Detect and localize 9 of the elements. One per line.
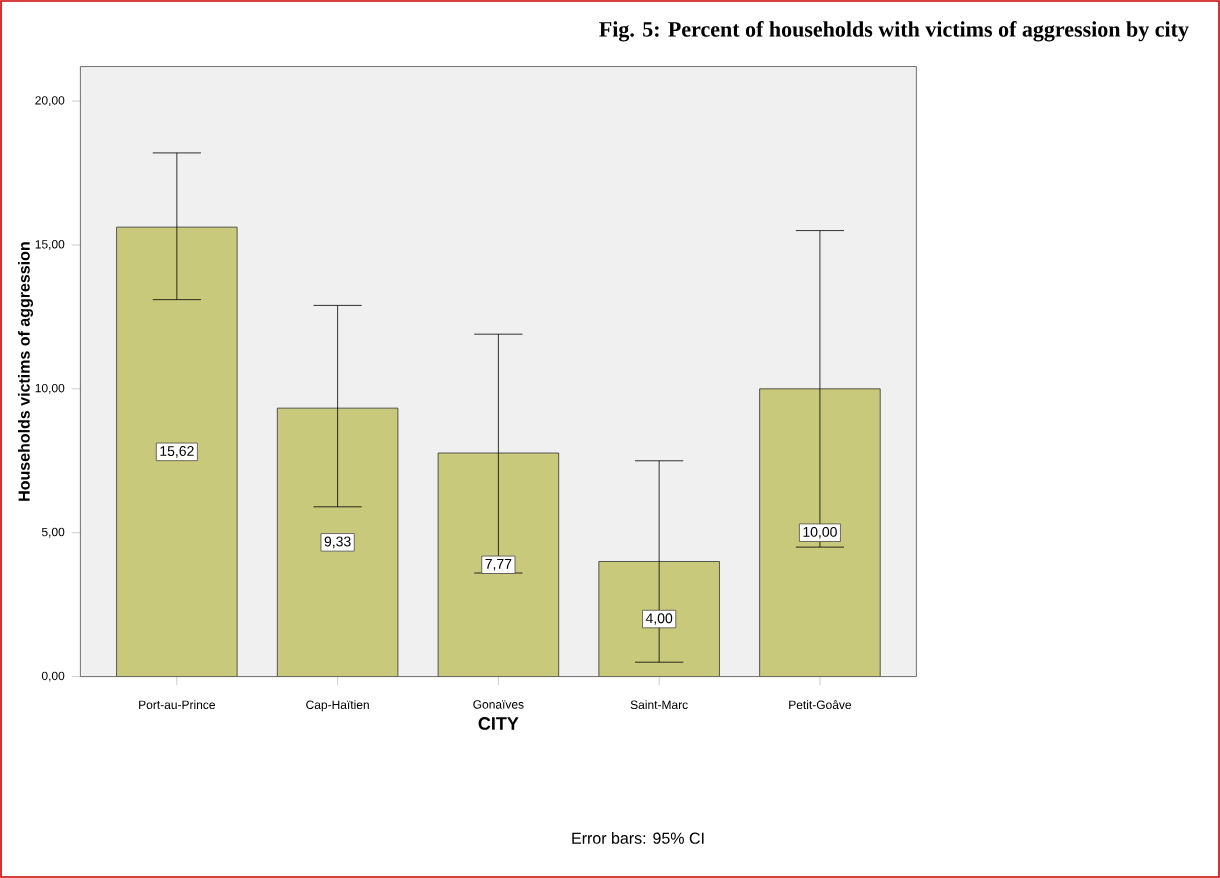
x-axis-title: CITY <box>478 717 519 730</box>
bar <box>759 388 881 677</box>
chart-title: Fig. 5: Percent of households with victims of aggression by city <box>599 21 1189 42</box>
bar <box>437 452 560 677</box>
bar <box>116 226 238 677</box>
bar <box>598 561 720 677</box>
y-axis-title: Households victims of aggression <box>18 242 34 501</box>
text: Error bars: 95% CI <box>572 832 704 844</box>
bar <box>276 407 399 677</box>
